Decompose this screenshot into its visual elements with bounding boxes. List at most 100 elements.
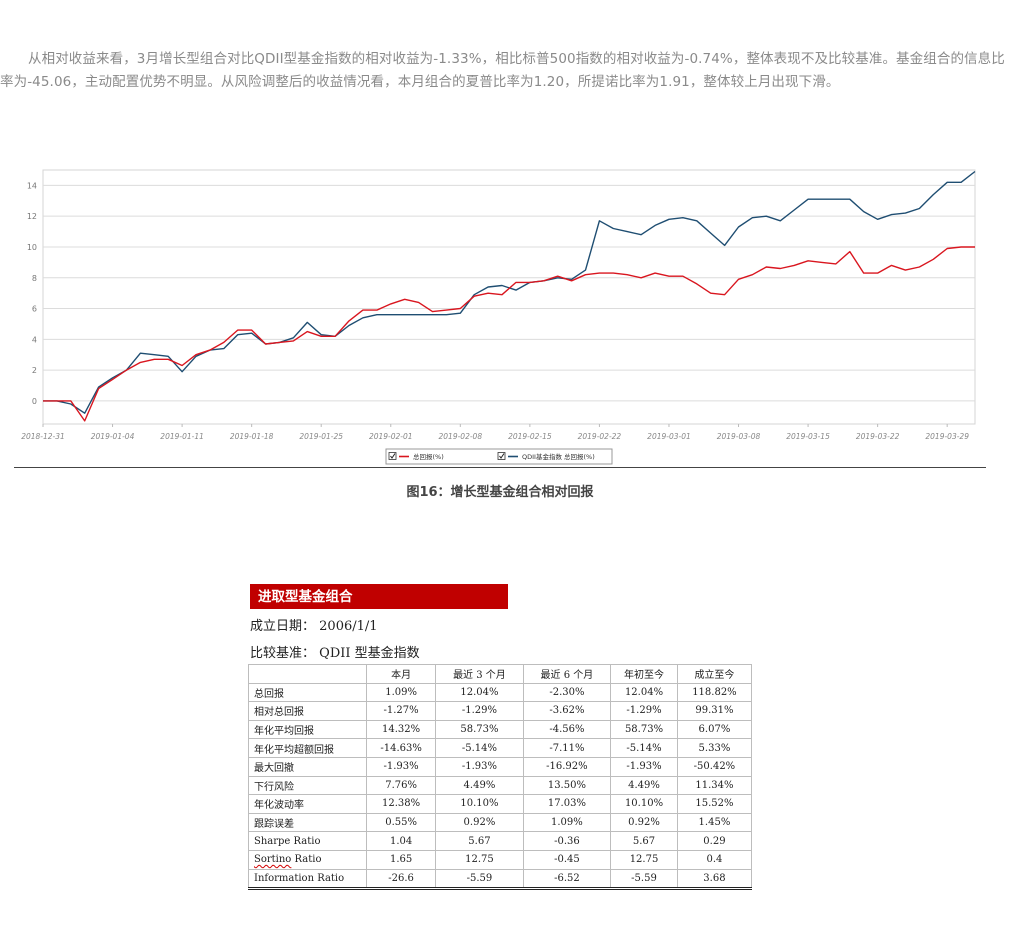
x-tick-label: 2019-03-08 [717,432,761,441]
y-tick-label: 4 [32,335,37,344]
table-cell: -0.36 [522,831,612,851]
chart-svg: 0 2 4 6 8 10 12 14 2018-12-31 2019-01-04 2019-01-1… [21,169,976,465]
table-cell: 58.73% [610,719,678,740]
table-cell: 5.33% [676,738,753,758]
table-cell: -26.6 [365,868,437,890]
table-cell: 14.32% [365,719,437,740]
table-cell: 0.55% [365,812,437,833]
x-tick-label: 2019-02-22 [578,432,622,441]
benchmark-row: 比较基准： QDII 型基金指数 [250,642,420,661]
row-label: Sharpe Ratio [248,831,367,851]
legend-checkbox [388,452,397,460]
table-cell: -6.52 [522,868,612,890]
table-row: 相对总回报 -1.27% -1.29% -3.62% -1.29% 99.31% [248,701,753,721]
table-cell: -16.92% [522,756,612,777]
y-tick-label: 12 [27,212,37,221]
table-cell: -1.93% [610,756,678,777]
table-cell: 11.34% [676,775,753,796]
legend-label: 总回报(%) [413,452,444,461]
inception-label: 成立日期： [250,619,316,634]
row-label: 年化平均超额回报 [248,738,367,758]
table-cell: -0.45 [522,849,612,870]
inception-row: 成立日期： 2006/1/1 [250,615,378,634]
x-tick-label: 2019-02-15 [508,432,552,441]
table-cell: -1.29% [435,701,524,721]
table-cell: 12.04% [610,682,678,703]
table-row: 年化波动率 12.38% 10.10% 17.03% 10.10% 15.52% [248,794,753,814]
table-cell: 1.04 [365,831,437,851]
y-tick-label: 2 [32,366,37,375]
row-label: 下行风险 [248,775,367,796]
table-cell: 58.73% [435,719,524,740]
table-cell: 4.49% [610,775,678,796]
x-tick-label: 2019-03-15 [786,432,830,441]
series-line [43,246,975,422]
table-cell: 12.75 [610,849,678,870]
plot-frame [42,169,976,425]
y-tick-label: 14 [27,181,37,190]
row-label: 年化波动率 [248,794,367,814]
table-cell: 0.4 [676,849,753,870]
x-tick-label: 2019-01-11 [160,432,204,441]
table-cell: 6.07% [676,719,753,740]
table-cell: 1.45% [676,812,753,833]
row-label: 年化平均回报 [248,719,367,740]
table-cell: 10.10% [610,794,678,814]
x-tick-label: 2019-01-18 [230,432,274,441]
table-row: 年化平均超额回报 -14.63% -5.14% -7.11% -5.14% 5.33% [248,738,753,758]
table-cell: 5.67 [610,831,678,851]
row-label: 跟踪误差 [248,812,367,833]
performance-table: 本月 最近 3 个月 最近 6 个月 年初至今 成立至今 总回报 1.09% 12.… [248,664,753,891]
table-cell: -14.63% [365,738,437,758]
row-label: 相对总回报 [248,701,367,721]
table-row: 下行风险 7.76% 4.49% 13.50% 4.49% 11.34% [248,775,753,796]
table-cell: 12.04% [435,682,524,703]
table-cell: -1.93% [365,756,437,777]
row-label: 最大回撤 [248,756,367,777]
table-cell: -5.59 [610,868,678,890]
benchmark-value: QDII 型基金指数 [319,646,420,661]
table-cell: 5.67 [435,831,524,851]
table-cell: 7.76% [365,775,437,796]
series-line [43,170,976,414]
table-row: 总回报 1.09% 12.04% -2.30% 12.04% 118.82% [248,682,753,703]
table-cell: -5.14% [435,738,524,758]
table-cell: -5.59 [435,868,524,890]
table-cell: -50.42% [676,756,753,777]
table-cell: 3.68 [676,868,753,890]
row-label: 总回报 [248,682,367,703]
table-cell: -1.27% [365,701,437,721]
relative-return-chart: 0 2 4 6 8 10 12 14 2018-12-31 2019-01-04 2019-01-1… [0,160,1014,480]
figure-caption: 图16：增长型基金组合相对回报 [406,485,594,500]
table-cell: 0.29 [676,831,753,851]
fund-title-bar: 进取型基金组合 [250,584,508,609]
inception-value: 2006/1/1 [319,619,378,634]
header-cell: 本月 [365,664,437,684]
table-cell: 0.92% [435,812,524,833]
header-cell [248,664,367,684]
benchmark-label: 比较基准： [250,646,316,661]
y-tick-label: 6 [32,305,37,314]
table-cell: 15.52% [676,794,753,814]
table-row: Information Ratio -26.6 -5.59 -6.52 -5.59 3.6… [248,868,753,890]
y-tick-label: 10 [27,243,37,252]
table-cell: 1.09% [522,812,612,833]
header-cell: 最近 3 个月 [435,664,524,684]
table-cell: 0.92% [610,812,678,833]
table-cell: -5.14% [610,738,678,758]
row-label: Information Ratio [248,868,367,890]
x-tick-label: 2019-03-01 [647,432,691,441]
table-cell: -7.11% [522,738,612,758]
row-label: Sortino Ratio [248,849,367,870]
table-cell: 17.03% [522,794,612,814]
table-cell: 13.50% [522,775,612,796]
table-row: 最大回撤 -1.93% -1.93% -16.92% -1.93% -50.42% [248,756,753,777]
table-cell: 99.31% [676,701,753,721]
y-tick-label: 8 [32,274,37,283]
legend-label: QDII基金指数 总回报(%) [522,452,595,461]
x-tick-label: 2019-02-08 [439,432,483,441]
table-cell: -3.62% [522,701,612,721]
x-tick-label: 2019-03-29 [925,432,969,441]
table-cell: 1.09% [365,682,437,703]
x-tick-label: 2019-02-01 [369,432,413,441]
